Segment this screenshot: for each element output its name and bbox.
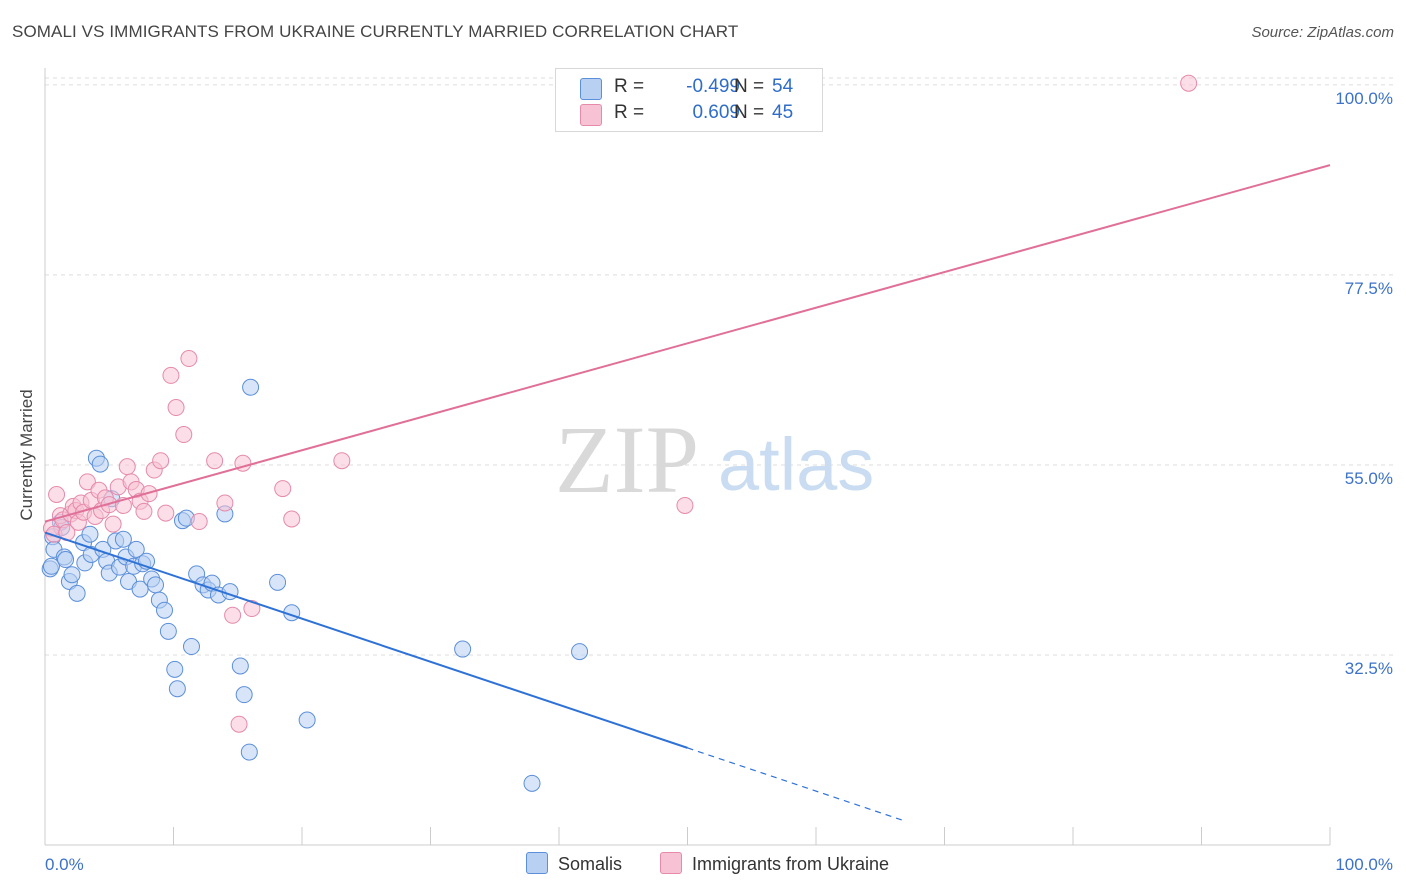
somali-point bbox=[127, 540, 145, 558]
ukraine-point bbox=[206, 452, 224, 470]
ukraine-point bbox=[190, 513, 208, 531]
somali-point bbox=[63, 566, 81, 584]
somali-point bbox=[166, 660, 184, 678]
y-tick-label: 100.0% bbox=[1335, 89, 1393, 108]
ukraine-point bbox=[224, 606, 242, 624]
bottom-legend-label-ukraine: Immigrants from Ukraine bbox=[692, 854, 890, 874]
legend-swatch-pink bbox=[580, 104, 602, 126]
somali-point bbox=[231, 657, 249, 675]
watermark-zip: ZIP bbox=[555, 406, 699, 513]
label-layer: 32.5% 55.0% 77.5% 100.0% 0.0% 100.0% bbox=[45, 89, 1393, 874]
somali-point bbox=[168, 680, 186, 698]
somali-point bbox=[571, 643, 589, 661]
x-tick-label-min: 0.0% bbox=[45, 855, 84, 874]
somali-point bbox=[269, 573, 287, 591]
ukraine-point bbox=[118, 458, 136, 476]
bottom-legend-label-somalis: Somalis bbox=[558, 854, 623, 874]
somali-point bbox=[159, 622, 177, 640]
ukraine-trendline bbox=[44, 164, 1331, 523]
somali-trendline-extension bbox=[687, 747, 907, 822]
chart-title: SOMALI VS IMMIGRANTS FROM UKRAINE CURREN… bbox=[12, 22, 739, 41]
ukraine-point bbox=[162, 366, 180, 384]
legend-r-label: R = bbox=[614, 102, 645, 123]
source-label: Source: ZipAtlas.com bbox=[1251, 24, 1394, 41]
ukraine-point bbox=[157, 504, 175, 522]
y-tick-label: 55.0% bbox=[1345, 469, 1393, 488]
somali-point bbox=[114, 530, 132, 548]
watermark-atlas: atlas bbox=[718, 423, 874, 506]
ukraine-point bbox=[274, 480, 292, 498]
somali-point bbox=[523, 774, 541, 792]
ukraine-point bbox=[243, 600, 261, 618]
ukraine-point bbox=[1180, 74, 1198, 92]
legend-swatch-blue bbox=[580, 78, 602, 100]
axis-layer bbox=[44, 68, 1331, 846]
somali-point bbox=[131, 580, 149, 598]
somali-point bbox=[454, 640, 472, 658]
somali-point bbox=[235, 686, 253, 704]
y-tick-label: 32.5% bbox=[1345, 659, 1393, 678]
legend-n-value: 45 bbox=[772, 102, 794, 123]
ukraine-point bbox=[104, 515, 122, 533]
legend-n-value: 54 bbox=[772, 76, 794, 97]
ukraine-point bbox=[676, 496, 694, 514]
x-tick-label-max: 100.0% bbox=[1335, 855, 1393, 874]
somali-point bbox=[182, 638, 200, 656]
ukraine-point bbox=[135, 502, 153, 520]
somali-point bbox=[240, 743, 258, 761]
watermark: ZIP atlas bbox=[555, 406, 874, 513]
ukraine-point bbox=[167, 399, 185, 417]
somali-point bbox=[81, 525, 99, 543]
ukraine-point bbox=[333, 452, 351, 470]
ukraine-point bbox=[283, 510, 301, 528]
bottom-legend-somalis: Somalis bbox=[526, 852, 622, 875]
legend-n-label: N = bbox=[734, 76, 765, 97]
ukraine-point bbox=[180, 350, 198, 368]
ukraine-point bbox=[216, 494, 234, 512]
somali-point bbox=[68, 584, 86, 602]
y-tick-label: 77.5% bbox=[1345, 279, 1393, 298]
ukraine-point bbox=[175, 426, 193, 444]
points-layer bbox=[41, 74, 1198, 792]
somali-point bbox=[156, 601, 174, 619]
legend-r-value: 0.609 bbox=[692, 102, 740, 123]
somali-point bbox=[91, 455, 109, 473]
stats-legend: R = -0.499 N = 54 R = 0.609 N = 45 bbox=[555, 68, 823, 132]
ukraine-point bbox=[48, 486, 66, 504]
somali-trendline bbox=[44, 531, 688, 749]
grid-layer bbox=[45, 77, 1394, 656]
bottom-legend-swatch-blue bbox=[526, 852, 548, 874]
somali-point bbox=[242, 378, 260, 396]
legend-n-label: N = bbox=[734, 102, 765, 123]
legend-r-label: R = bbox=[614, 76, 645, 97]
bottom-legend-ukraine: Immigrants from Ukraine bbox=[660, 852, 889, 875]
bottom-legend-swatch-pink bbox=[660, 852, 682, 874]
ukraine-point bbox=[152, 452, 170, 470]
ukraine-point bbox=[230, 715, 248, 733]
somali-point bbox=[298, 711, 316, 729]
somali-point bbox=[42, 557, 60, 575]
legend-r-value: -0.499 bbox=[686, 76, 740, 97]
somali-point bbox=[57, 551, 75, 569]
ukraine-point bbox=[78, 473, 96, 491]
somali-point bbox=[147, 576, 165, 594]
trend-layer bbox=[44, 164, 1331, 822]
